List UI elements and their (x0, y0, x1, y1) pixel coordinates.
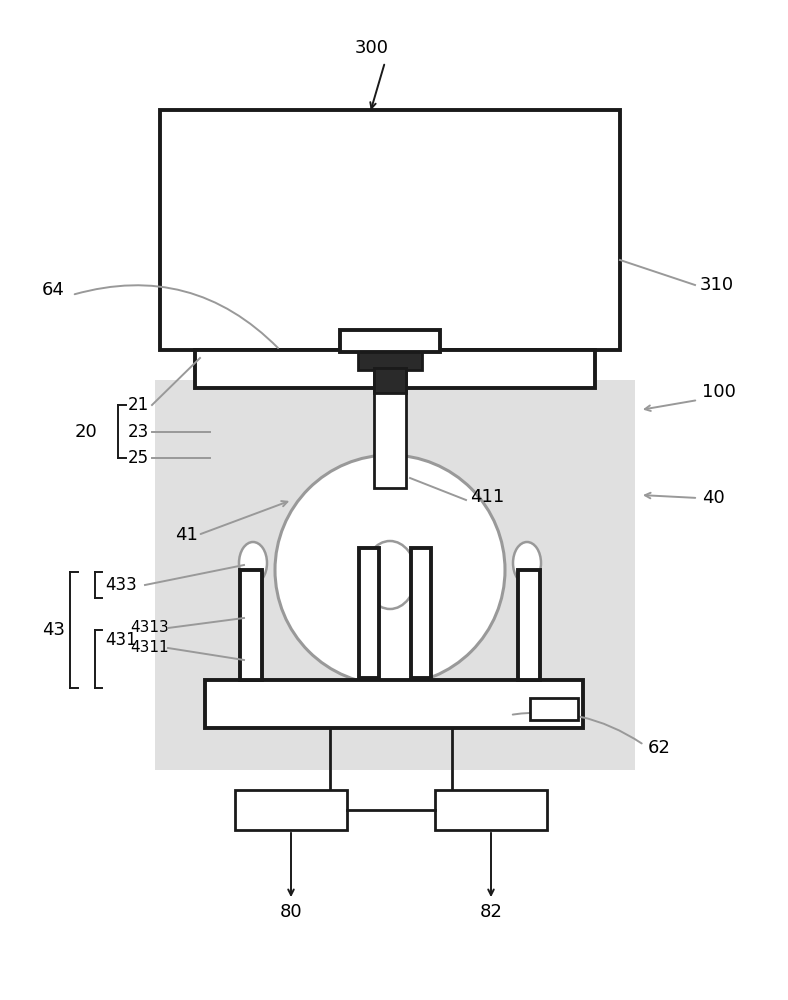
Text: 62: 62 (648, 739, 671, 757)
Text: 4311: 4311 (130, 641, 169, 656)
Bar (240, 570, 262, 680)
Circle shape (275, 455, 505, 685)
Bar (195, 350, 595, 388)
Bar (435, 790, 547, 830)
Text: 300: 300 (355, 39, 389, 57)
Bar (518, 570, 540, 680)
Bar (155, 380, 635, 770)
Text: 23: 23 (128, 423, 149, 441)
Bar (358, 352, 422, 370)
Text: 431: 431 (105, 631, 137, 649)
Text: 4313: 4313 (130, 620, 169, 636)
Bar (340, 330, 440, 352)
Bar (374, 368, 406, 488)
Text: 82: 82 (480, 903, 503, 921)
Text: 433: 433 (105, 576, 137, 594)
Text: 64: 64 (42, 281, 65, 299)
Ellipse shape (239, 542, 267, 584)
Text: 411: 411 (470, 488, 504, 506)
Bar (411, 548, 431, 678)
Text: 20: 20 (75, 423, 98, 441)
Bar (235, 790, 347, 830)
Bar (374, 368, 406, 393)
Text: 40: 40 (702, 489, 725, 507)
Bar (160, 110, 620, 350)
Ellipse shape (364, 541, 416, 609)
Text: 21: 21 (128, 396, 149, 414)
Text: 41: 41 (175, 526, 198, 544)
Bar (530, 698, 578, 720)
Text: 80: 80 (280, 903, 303, 921)
Text: 25: 25 (128, 449, 149, 467)
Bar (205, 680, 583, 728)
Text: 43: 43 (42, 621, 65, 639)
Ellipse shape (513, 542, 541, 584)
Text: 100: 100 (702, 383, 736, 401)
Text: 310: 310 (700, 276, 734, 294)
Bar (359, 548, 379, 678)
